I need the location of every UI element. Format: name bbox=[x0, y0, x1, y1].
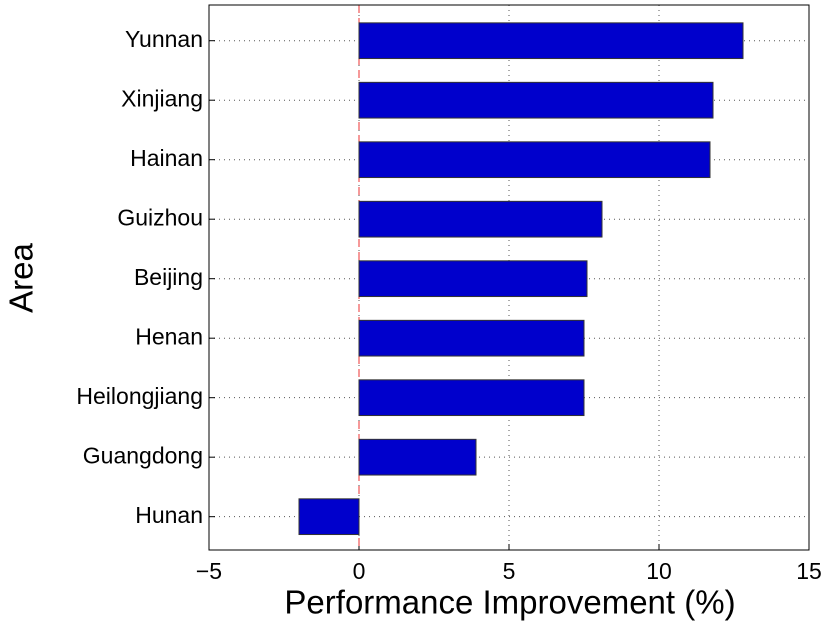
bar bbox=[358, 200, 603, 238]
x-axis-label: Performance Improvement (%) bbox=[284, 584, 735, 621]
y-tick-label: Heilongjiang bbox=[76, 383, 203, 409]
x-tick-label: 5 bbox=[503, 558, 516, 584]
bar bbox=[358, 22, 744, 60]
bar bbox=[298, 498, 360, 536]
y-tick-label: Xinjiang bbox=[121, 85, 203, 111]
y-axis-label: Area bbox=[3, 243, 40, 313]
plot-frame bbox=[208, 4, 810, 551]
bar bbox=[358, 81, 714, 119]
y-tick-label: Henan bbox=[135, 323, 203, 349]
bar bbox=[358, 379, 585, 417]
y-tick-label: Guangdong bbox=[83, 442, 203, 468]
y-tick-label: Yunnan bbox=[125, 26, 203, 52]
bar bbox=[358, 260, 588, 298]
bar bbox=[358, 141, 711, 179]
x-tick-label: 10 bbox=[646, 558, 672, 584]
y-tick-label: Beijing bbox=[134, 264, 203, 290]
y-tick-label: Guizhou bbox=[117, 204, 203, 230]
x-tick-label: 15 bbox=[796, 558, 822, 584]
bar bbox=[358, 438, 477, 476]
x-tick-label: −5 bbox=[196, 558, 222, 584]
y-tick-label: Hainan bbox=[130, 145, 203, 171]
y-tick-label: Hunan bbox=[135, 502, 203, 528]
x-tick-label: 0 bbox=[353, 558, 366, 584]
bar bbox=[358, 319, 585, 357]
